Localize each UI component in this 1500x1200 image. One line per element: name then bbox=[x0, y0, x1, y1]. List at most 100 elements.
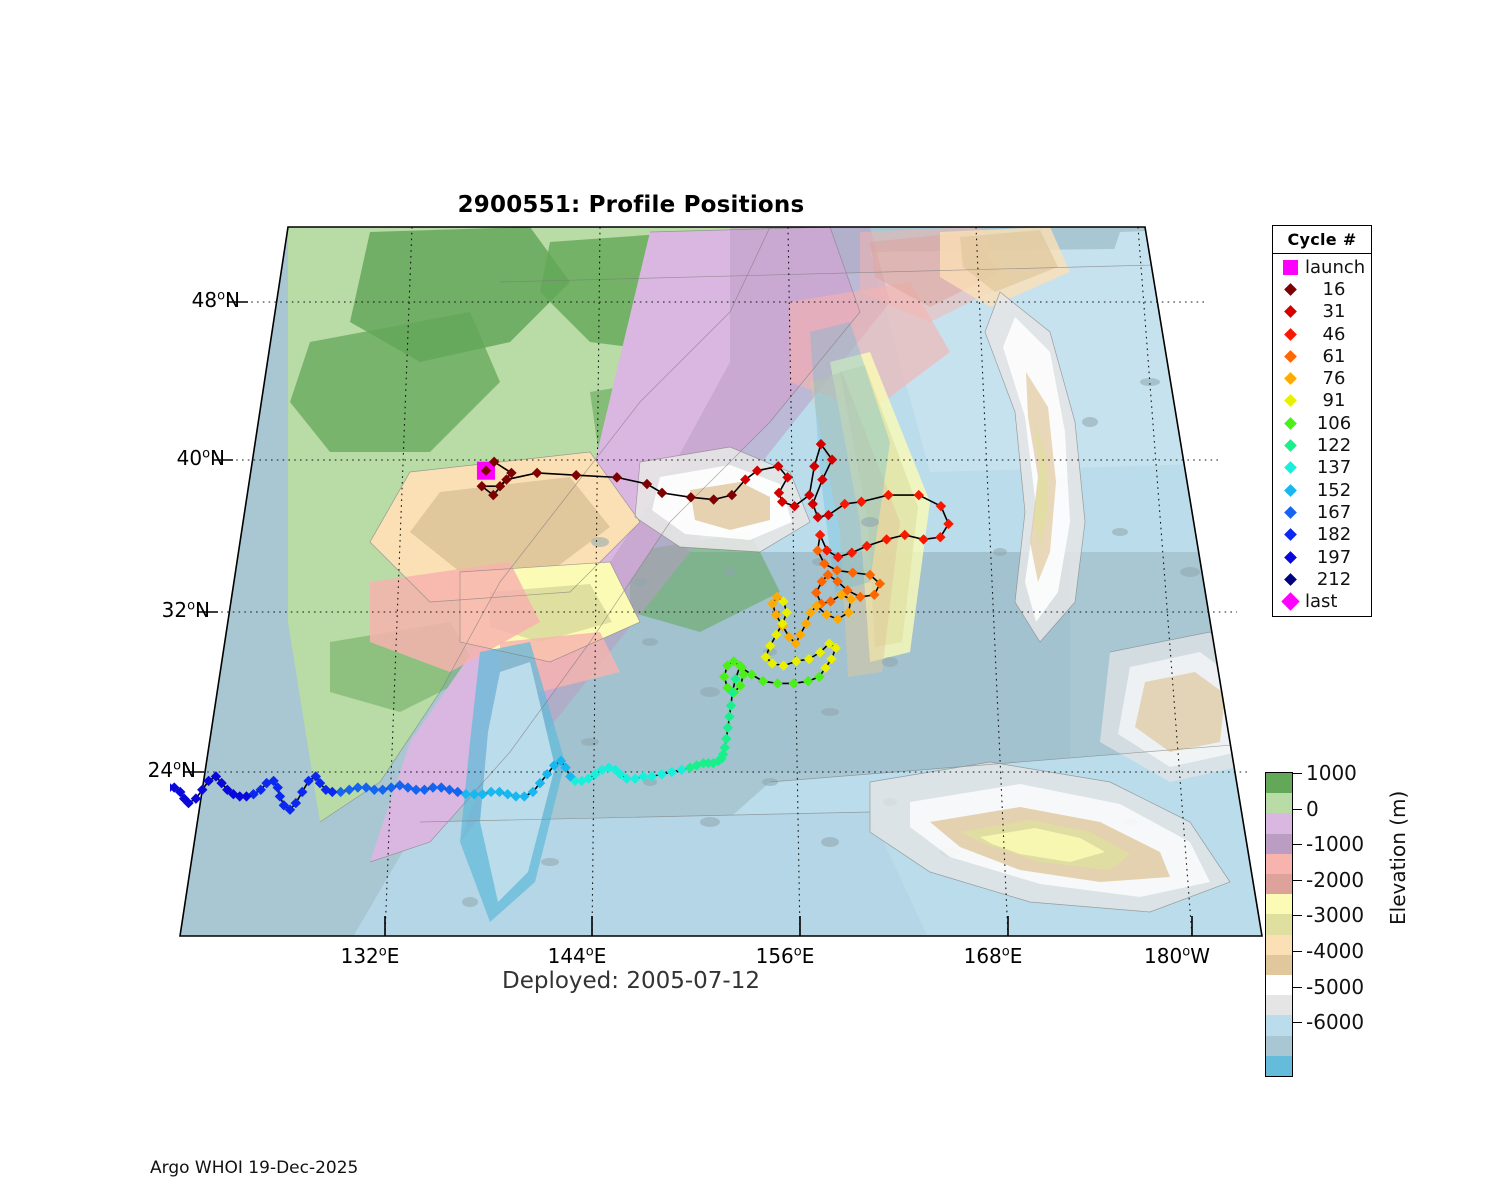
profile-point[interactable] bbox=[730, 673, 741, 685]
profile-point[interactable] bbox=[203, 775, 214, 787]
profile-point[interactable] bbox=[611, 472, 623, 483]
profile-point[interactable] bbox=[216, 777, 227, 789]
profile-point[interactable] bbox=[814, 671, 825, 682]
legend-item-137[interactable]: 137 bbox=[1273, 457, 1371, 479]
profile-point[interactable] bbox=[175, 786, 186, 798]
profile-point[interactable] bbox=[821, 609, 832, 620]
profile-point[interactable] bbox=[344, 784, 355, 795]
profile-point[interactable] bbox=[830, 642, 842, 654]
legend-item-76[interactable]: 76 bbox=[1273, 367, 1371, 389]
profile-point[interactable] bbox=[721, 733, 732, 745]
profile-point[interactable] bbox=[935, 531, 946, 543]
profile-point[interactable] bbox=[804, 489, 815, 501]
profile-point[interactable] bbox=[303, 775, 314, 787]
profile-point[interactable] bbox=[222, 784, 233, 795]
profile-point[interactable] bbox=[488, 456, 500, 468]
profile-point[interactable] bbox=[320, 784, 332, 795]
legend-item-46[interactable]: 46 bbox=[1273, 323, 1371, 345]
profile-point[interactable] bbox=[722, 722, 734, 733]
profile-point[interactable] bbox=[419, 784, 430, 795]
profile-point[interactable] bbox=[778, 660, 789, 671]
profile-point[interactable] bbox=[555, 755, 567, 767]
profile-point[interactable] bbox=[480, 465, 492, 476]
profile-point[interactable] bbox=[816, 576, 828, 587]
profile-point[interactable] bbox=[726, 489, 738, 501]
profile-point[interactable] bbox=[771, 591, 783, 603]
profile-point[interactable] bbox=[824, 638, 835, 649]
legend-item-31[interactable]: 31 bbox=[1273, 301, 1371, 323]
profile-point[interactable] bbox=[531, 467, 543, 479]
profile-point[interactable] bbox=[819, 558, 830, 569]
profile-point[interactable] bbox=[691, 760, 702, 771]
profile-point[interactable] bbox=[826, 454, 838, 465]
profile-point[interactable] bbox=[494, 481, 506, 492]
profile-point[interactable] bbox=[410, 784, 422, 795]
profile-point[interactable] bbox=[847, 567, 858, 578]
legend-item-91[interactable]: 91 bbox=[1273, 390, 1371, 412]
profile-point[interactable] bbox=[402, 782, 414, 793]
profile-point[interactable] bbox=[822, 569, 834, 581]
profile-point[interactable] bbox=[918, 534, 929, 545]
profile-point[interactable] bbox=[541, 769, 553, 780]
profile-point[interactable] bbox=[788, 678, 799, 689]
profile-point[interactable] bbox=[394, 780, 405, 791]
legend-item-last[interactable]: last bbox=[1273, 590, 1371, 612]
profile-point[interactable] bbox=[494, 786, 505, 798]
legend-item-182[interactable]: 182 bbox=[1273, 524, 1371, 546]
profile-point[interactable] bbox=[576, 775, 587, 787]
elevation-colorbar[interactable] bbox=[1265, 772, 1293, 1077]
profile-point[interactable] bbox=[255, 784, 266, 795]
legend-item-197[interactable]: 197 bbox=[1273, 546, 1371, 568]
profile-point[interactable] bbox=[803, 653, 815, 665]
profile-point[interactable] bbox=[757, 676, 769, 687]
profile-point[interactable] bbox=[646, 771, 657, 782]
profile-point[interactable] bbox=[234, 791, 245, 802]
profile-point[interactable] bbox=[783, 631, 795, 643]
profile-point[interactable] bbox=[297, 786, 308, 798]
profile-point[interactable] bbox=[717, 749, 729, 760]
profile-point[interactable] bbox=[488, 489, 499, 501]
map-plot-area[interactable] bbox=[170, 222, 1270, 942]
profile-point[interactable] bbox=[444, 784, 455, 795]
profile-point[interactable] bbox=[290, 797, 302, 809]
profile-point[interactable] bbox=[603, 762, 614, 773]
profile-point[interactable] bbox=[738, 669, 749, 680]
profile-point[interactable] bbox=[460, 789, 472, 800]
profile-point[interactable] bbox=[718, 671, 730, 682]
profile-point[interactable] bbox=[685, 492, 697, 503]
profile-point[interactable] bbox=[734, 660, 746, 671]
profile-point[interactable] bbox=[629, 773, 641, 784]
profile-point[interactable] bbox=[746, 669, 757, 680]
profile-point[interactable] bbox=[708, 494, 719, 505]
profile-point[interactable] bbox=[821, 545, 833, 556]
profile-point[interactable] bbox=[782, 472, 793, 483]
profile-point[interactable] bbox=[725, 700, 737, 711]
profile-point[interactable] bbox=[502, 789, 513, 800]
profile-point[interactable] bbox=[274, 791, 286, 802]
profile-point[interactable] bbox=[815, 438, 827, 450]
profile-point[interactable] bbox=[773, 461, 784, 472]
profile-point[interactable] bbox=[864, 569, 876, 581]
profile-point[interactable] bbox=[811, 600, 822, 612]
profile-point[interactable] bbox=[856, 496, 867, 507]
profile-point[interactable] bbox=[842, 585, 853, 596]
profile-point[interactable] bbox=[436, 782, 447, 793]
legend-item-152[interactable]: 152 bbox=[1273, 479, 1371, 501]
profile-point[interactable] bbox=[684, 762, 696, 773]
profile-point[interactable] bbox=[335, 786, 346, 798]
profile-point[interactable] bbox=[621, 773, 632, 784]
profile-point[interactable] bbox=[935, 500, 947, 512]
profile-point[interactable] bbox=[727, 687, 738, 698]
profile-point[interactable] bbox=[469, 789, 480, 800]
profile-point[interactable] bbox=[452, 786, 463, 798]
legend-item-61[interactable]: 61 bbox=[1273, 345, 1371, 367]
profile-point[interactable] bbox=[641, 478, 653, 490]
profile-point[interactable] bbox=[501, 474, 512, 485]
profile-point[interactable] bbox=[752, 465, 763, 476]
profile-point[interactable] bbox=[278, 800, 290, 811]
profile-point[interactable] bbox=[519, 791, 530, 802]
profile-point[interactable] bbox=[722, 660, 733, 671]
profile-point[interactable] bbox=[241, 791, 252, 802]
profile-point[interactable] bbox=[352, 782, 364, 793]
profile-point[interactable] bbox=[809, 461, 820, 472]
